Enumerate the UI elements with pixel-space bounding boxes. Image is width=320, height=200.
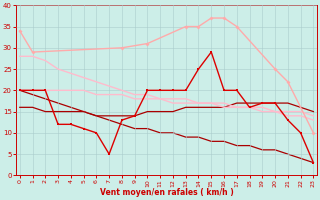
X-axis label: Vent moyen/en rafales ( km/h ): Vent moyen/en rafales ( km/h ): [100, 188, 234, 197]
